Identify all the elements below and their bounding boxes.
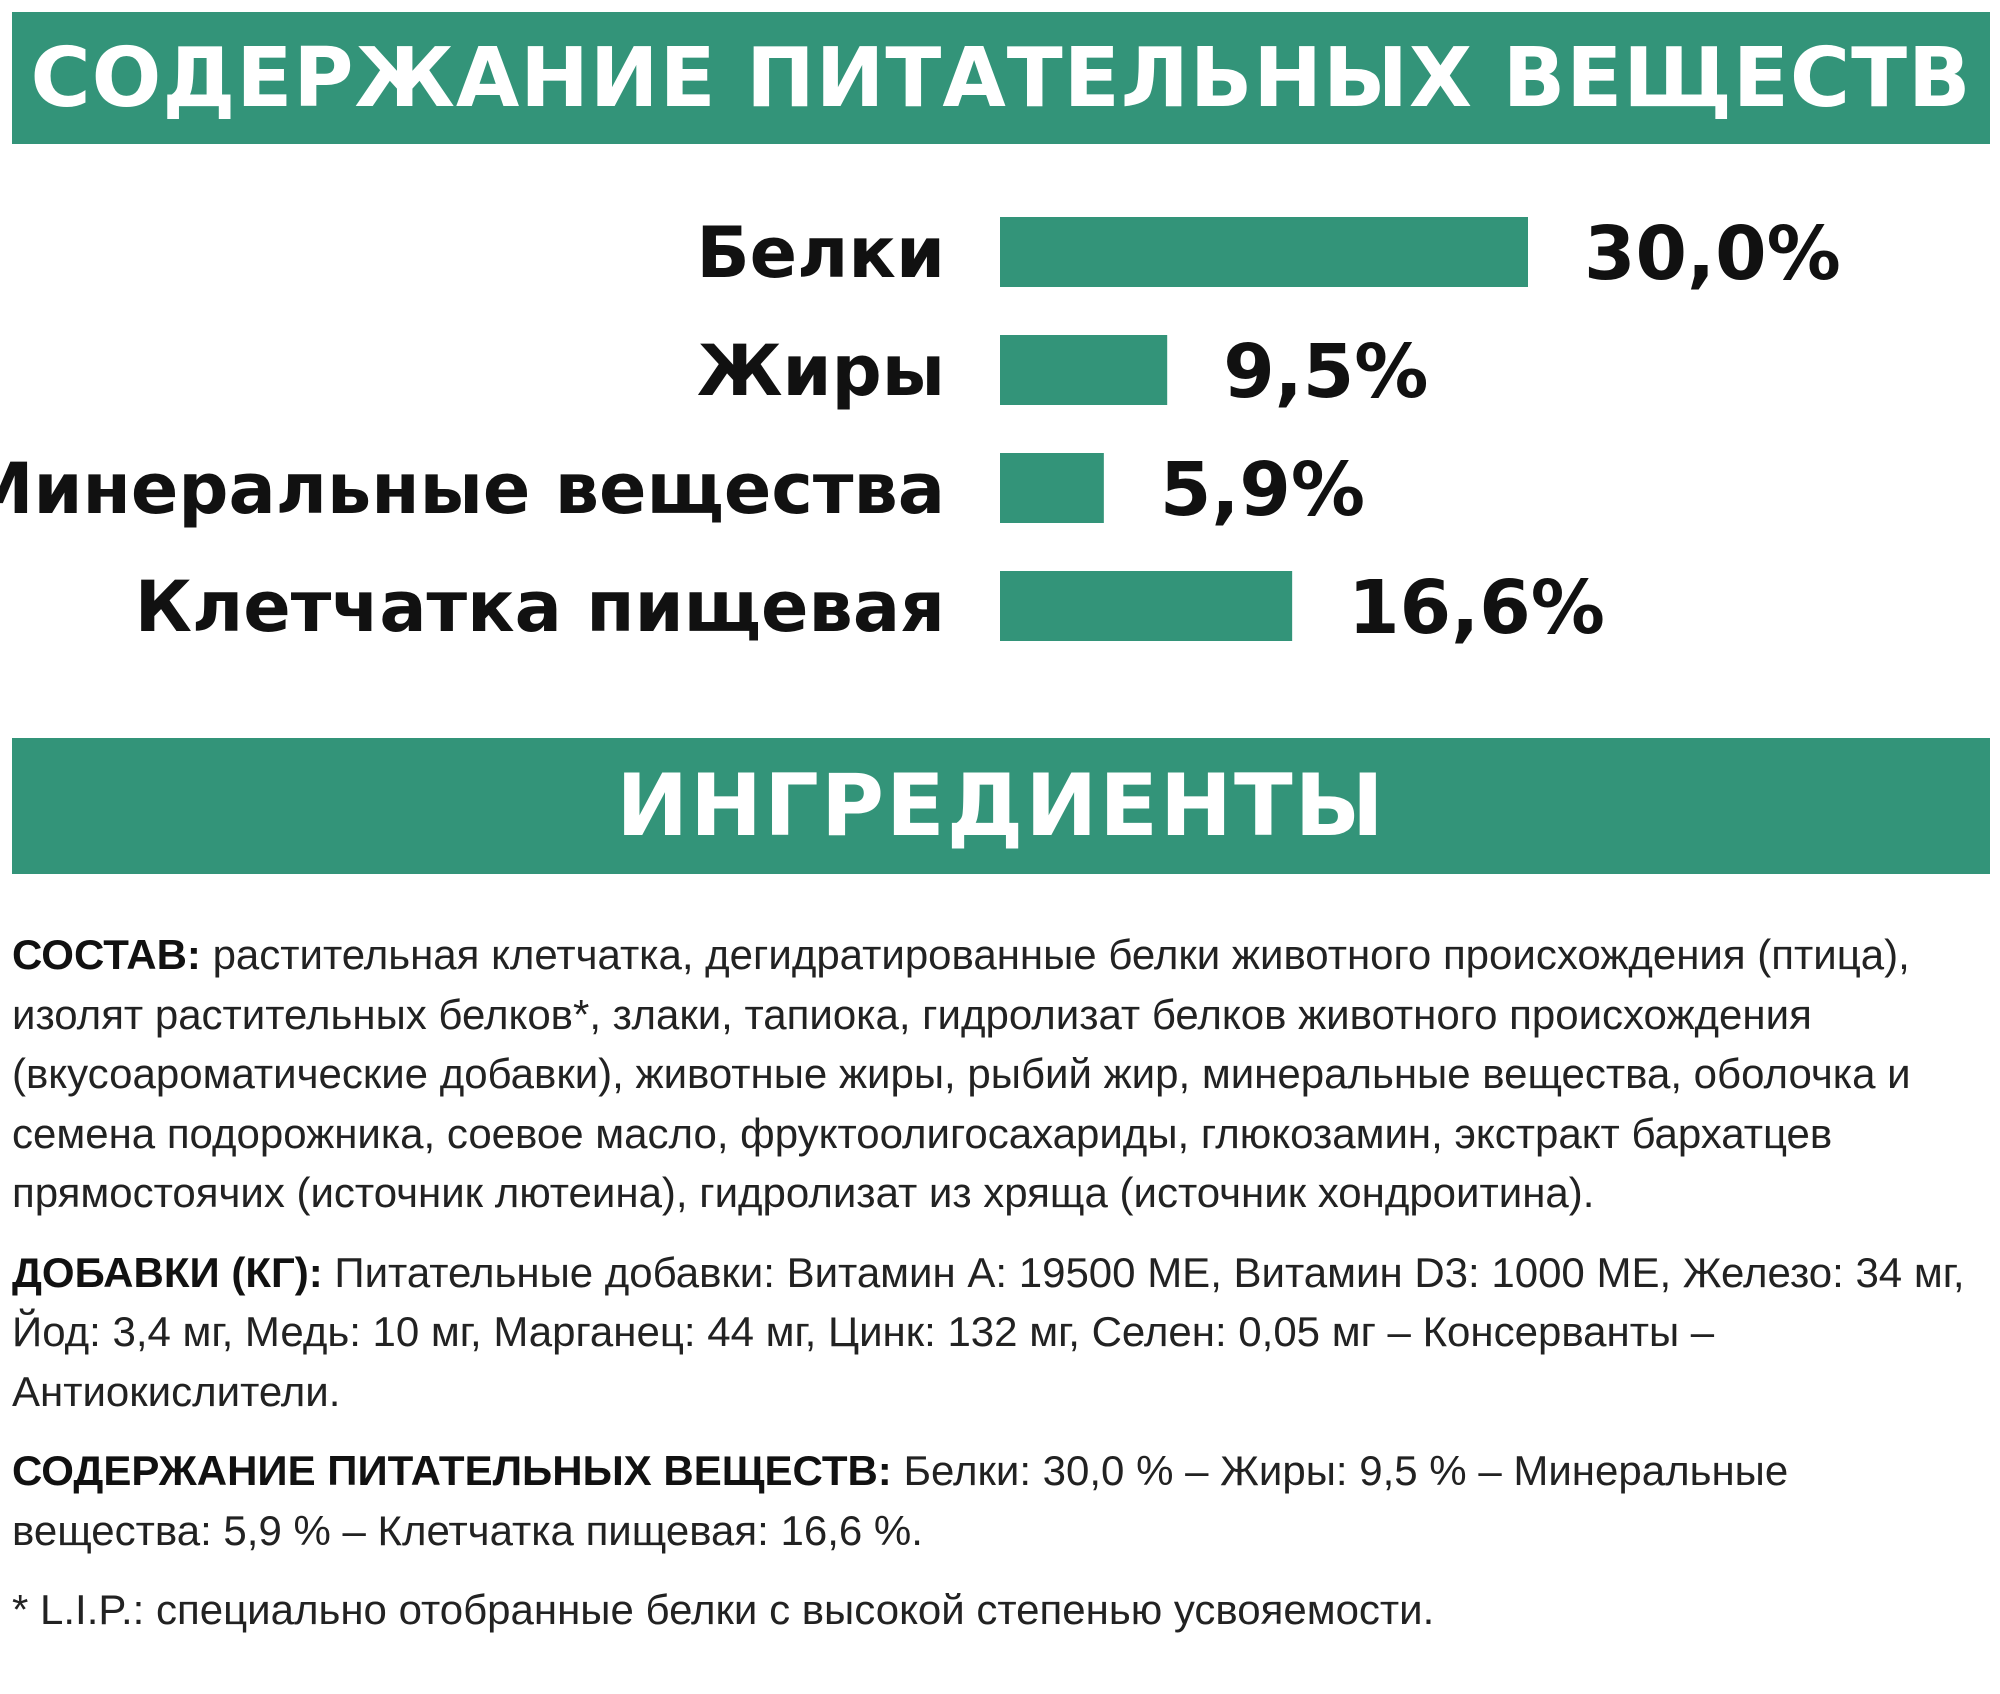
- category-label: Клетчатка пищевая: [135, 566, 945, 648]
- category-label: Минеральные вещества: [0, 448, 945, 530]
- nutrients-text: Белки: 30,0 % – Жиры: 9,5 % – Минеральны…: [12, 1447, 1789, 1554]
- composition-paragraph: СОСТАВ: растительная клетчатка, дегидрат…: [12, 925, 1982, 1223]
- bar: [1000, 217, 1528, 287]
- ingredients-section: СОСТАВ: растительная клетчатка, дегидрат…: [12, 925, 1982, 1660]
- category-label: Белки: [696, 212, 945, 294]
- ingredients-banner-title: ИНГРЕДИЕНТЫ: [616, 756, 1386, 856]
- nutrients-paragraph: СОДЕРЖАНИЕ ПИТАТЕЛЬНЫХ ВЕЩЕСТВ: Белки: 3…: [12, 1441, 1982, 1560]
- composition-text: растительная клетчатка, дегидратированны…: [12, 931, 1911, 1216]
- footnote: * L.I.P.: специально отобранные белки с …: [12, 1586, 1435, 1633]
- bar: [1000, 571, 1293, 641]
- nutrient-bar-chart: Белки 30,0% Жиры 9,5% Минеральные вещества 5,…: [0, 211, 1841, 650]
- composition-label: СОСТАВ:: [12, 931, 201, 978]
- nutrients-banner-title: СОДЕРЖАНИЕ ПИТАТЕЛЬНЫХ ВЕЩЕСТВ: [30, 30, 1972, 126]
- value-label: 16,6%: [1348, 565, 1605, 650]
- value-label: 30,0%: [1584, 211, 1841, 297]
- category-label: Жиры: [697, 330, 945, 412]
- value-label: 5,9%: [1160, 447, 1365, 533]
- additives-text: Питательные добавки: Витамин А: 19500 МЕ…: [12, 1248, 1965, 1415]
- additives-paragraph: ДОБАВКИ (КГ): Питательные добавки: Витам…: [12, 1243, 1982, 1422]
- value-label: 9,5%: [1223, 329, 1428, 415]
- additives-label: ДОБАВКИ (КГ):: [12, 1248, 323, 1296]
- bar: [1000, 335, 1168, 405]
- ingredients-banner: ИНГРЕДИЕНТЫ: [12, 738, 1990, 874]
- nutrients-label: СОДЕРЖАНИЕ ПИТАТЕЛЬНЫХ ВЕЩЕСТВ:: [12, 1447, 892, 1494]
- bar: [1000, 453, 1104, 523]
- nutrients-banner: СОДЕРЖАНИЕ ПИТАТЕЛЬНЫХ ВЕЩЕСТВ: [12, 12, 1990, 144]
